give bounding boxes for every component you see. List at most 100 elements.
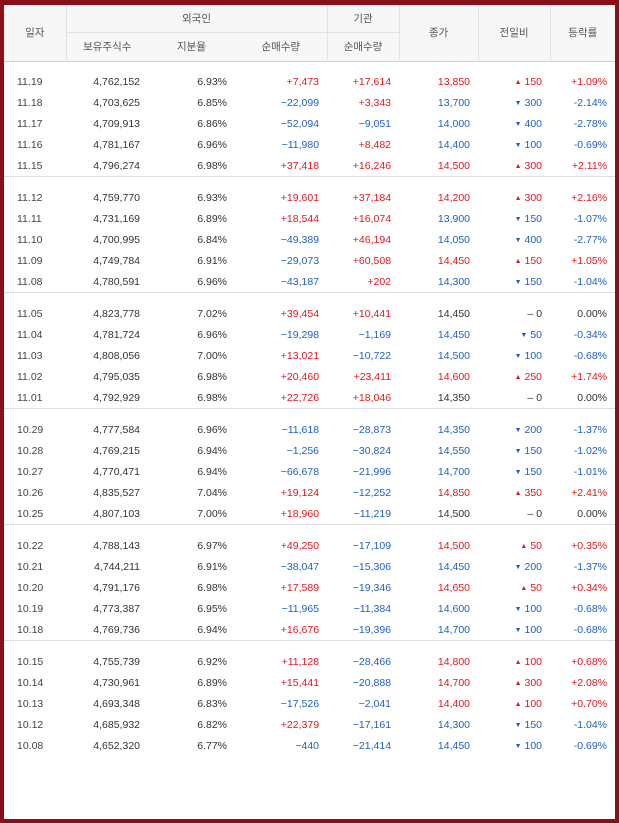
ratio-cell: 6.85% (197, 97, 227, 110)
table-row: 10.08 4,652,320 6.77% −440 −21,414 14,450 ▼ 100… (4, 736, 615, 757)
close-cell: 14,500 (437, 160, 471, 173)
triangle-down-icon: ▼ (514, 121, 522, 129)
date-cell: 10.19 (17, 603, 44, 616)
close-cell: 14,450 (437, 561, 471, 574)
ratio-cell: 6.93% (197, 76, 227, 89)
table-row: 11.16 4,781,167 6.96% −11,980 +8,482 14,400 ▼ 1… (4, 135, 615, 156)
holdings-cell: 4,703,625 (93, 97, 140, 110)
header-rate: 등락률 (549, 5, 615, 61)
change-cell: ▲ 300 (478, 156, 550, 177)
triangle-up-icon: ▲ (514, 163, 522, 171)
date-cell: 10.12 (17, 719, 44, 732)
date-cell: 11.08 (17, 276, 43, 289)
table-row: 10.29 4,777,584 6.96% −11,618 −28,873 14,350 ▼… (4, 419, 615, 440)
foreign-net-cell: +13,021 (280, 350, 320, 363)
holdings-cell: 4,770,471 (93, 466, 140, 479)
triangle-up-icon: ▲ (514, 658, 522, 666)
triangle-down-icon: ▼ (514, 743, 522, 751)
change-cell: ▼ 150 (478, 272, 550, 293)
change-cell: –0 (478, 504, 550, 525)
inst-net-cell: −19,346 (352, 582, 392, 595)
rate-cell: -2.77% (573, 234, 608, 247)
header-institution-group: 기관 (326, 5, 400, 32)
table-row: 11.17 4,709,913 6.86% −52,094 −9,051 14,000 ▼ 4… (4, 114, 615, 135)
holdings-cell: 4,730,961 (93, 676, 140, 689)
inst-net-cell: +60,508 (352, 255, 392, 268)
close-cell: 14,450 (437, 740, 471, 753)
change-value: 150 (524, 276, 543, 289)
investor-trading-table: 일자 외국인 기관 종가 전일비 등락률 보유주식수 지분율 순매수량 순매수량… (4, 5, 615, 757)
inst-net-cell: +16,246 (352, 160, 392, 173)
triangle-down-icon: ▼ (514, 469, 522, 477)
table-row: 11.15 4,796,274 6.98% +37,418 +16,246 14,500 ▲… (4, 156, 615, 177)
close-cell: 14,450 (437, 329, 471, 342)
holdings-cell: 4,777,584 (93, 423, 140, 436)
close-cell: 14,550 (437, 445, 471, 458)
change-value: 100 (524, 740, 543, 753)
triangle-down-icon: ▼ (514, 279, 522, 287)
table-row: 10.15 4,755,739 6.92% +11,128 −28,466 14,800 ▲… (4, 651, 615, 672)
date-cell: 11.04 (17, 329, 43, 342)
close-cell: 14,500 (437, 539, 471, 552)
date-cell: 10.22 (17, 539, 44, 552)
table-row: 11.08 4,780,591 6.96% −43,187 +202 14,300 ▼ 150… (4, 272, 615, 293)
holdings-cell: 4,807,103 (93, 508, 140, 521)
triangle-up-icon: ▲ (514, 258, 522, 266)
change-value: 300 (524, 97, 543, 110)
header-change: 전일비 (477, 5, 551, 61)
rate-cell: +0.35% (571, 539, 608, 552)
table-row: 11.10 4,700,995 6.84% −49,389 +46,194 14,050 ▼… (4, 230, 615, 251)
inst-net-cell: −17,109 (352, 539, 392, 552)
holdings-cell: 4,773,387 (93, 603, 140, 616)
change-cell: ▲ 250 (478, 367, 550, 388)
inst-net-cell: −2,041 (358, 698, 392, 711)
close-cell: 14,700 (437, 624, 471, 637)
triangle-down-icon: ▼ (514, 216, 522, 224)
header-date: 일자 (4, 5, 66, 61)
change-value: 400 (524, 118, 543, 131)
foreign-net-cell: +22,379 (280, 719, 320, 732)
triangle-down-icon: ▼ (514, 564, 522, 572)
close-cell: 14,300 (437, 276, 471, 289)
ratio-cell: 6.96% (197, 423, 227, 436)
change-value: 300 (524, 160, 543, 173)
inst-net-cell: −15,306 (352, 561, 392, 574)
inst-net-cell: −12,252 (352, 487, 392, 500)
change-value: 200 (524, 561, 543, 574)
holdings-cell: 4,685,932 (93, 719, 140, 732)
change-cell: ▲ 150 (478, 251, 550, 272)
rate-cell: -1.37% (573, 423, 608, 436)
rate-cell: +2.16% (571, 192, 608, 205)
inst-net-cell: −28,466 (352, 655, 392, 668)
change-value: 50 (530, 329, 543, 342)
rate-cell: -1.07% (573, 213, 608, 226)
inst-net-cell: −20,888 (352, 676, 392, 689)
date-cell: 11.01 (17, 392, 43, 405)
triangle-down-icon: ▼ (514, 100, 522, 108)
triangle-down-icon: ▼ (514, 142, 522, 150)
date-cell: 11.18 (17, 97, 43, 110)
table-row: 10.21 4,744,211 6.91% −38,047 −15,306 14,450 ▼… (4, 556, 615, 577)
date-cell: 10.20 (17, 582, 44, 595)
dash-icon: – (527, 508, 534, 521)
inst-net-cell: +46,194 (352, 234, 392, 247)
change-value: 0 (536, 307, 543, 320)
holdings-cell: 4,769,215 (93, 445, 140, 458)
table-row: 10.28 4,769,215 6.94% −1,256 −30,824 14,550 ▼ 1… (4, 441, 615, 462)
ratio-cell: 7.00% (197, 508, 227, 521)
close-cell: 14,700 (437, 466, 471, 479)
rate-cell: -0.68% (573, 603, 608, 616)
triangle-down-icon: ▼ (520, 332, 528, 340)
foreign-net-cell: +20,460 (280, 371, 320, 384)
foreign-net-cell: +15,441 (280, 676, 320, 689)
triangle-down-icon: ▼ (514, 448, 522, 456)
triangle-down-icon: ▼ (514, 237, 522, 245)
inst-net-cell: +17,614 (352, 76, 392, 89)
ratio-cell: 6.94% (197, 445, 227, 458)
close-cell: 14,050 (437, 234, 471, 247)
group-spacer (4, 176, 615, 188)
holdings-cell: 4,769,736 (93, 624, 140, 637)
change-value: 150 (524, 466, 543, 479)
close-cell: 14,800 (437, 655, 471, 668)
foreign-net-cell: −43,187 (280, 276, 320, 289)
